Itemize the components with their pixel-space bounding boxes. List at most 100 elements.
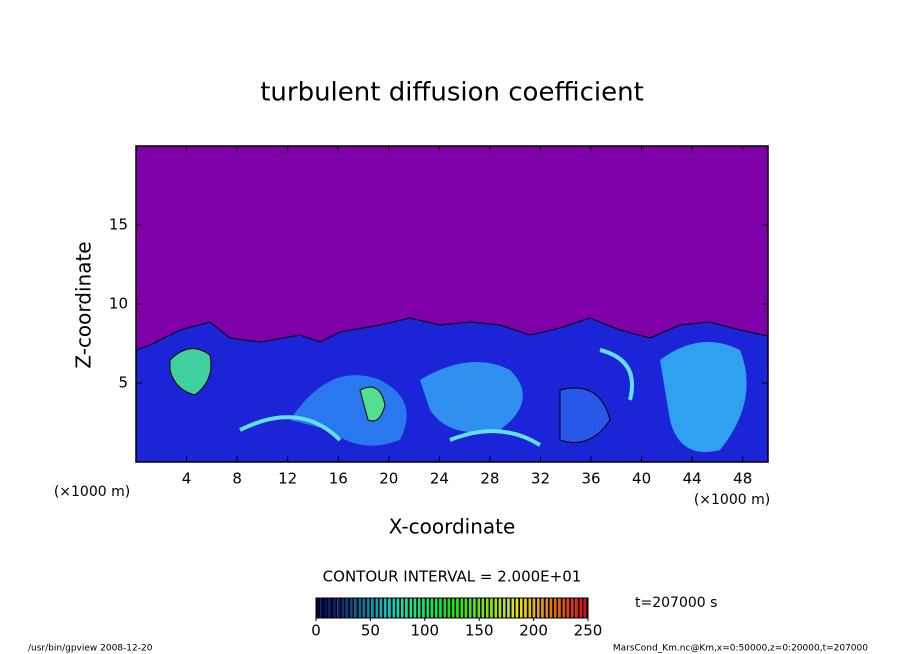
- colorbar-stripe: [418, 598, 421, 618]
- colorbar-stripe: [452, 598, 455, 618]
- x-tick-label: 4: [182, 470, 192, 488]
- colorbar-stripe: [405, 598, 408, 618]
- colorbar-stripe: [498, 598, 502, 618]
- field-streak: [239, 348, 634, 447]
- colorbar-stripe: [350, 598, 353, 618]
- colorbar-stripe: [490, 598, 493, 618]
- x-tick-label: 48: [733, 470, 752, 488]
- y-tick-label: 15: [109, 216, 128, 234]
- colorbar-stripe: [439, 598, 442, 618]
- colorbar-stripe: [539, 598, 542, 618]
- footer-left: /usr/bin/gpview 2008-12-20: [28, 644, 153, 654]
- colorbar-stripe: [384, 598, 387, 618]
- colorbar-stripe: [335, 598, 338, 618]
- colorbar-stripe: [507, 598, 510, 618]
- x-tick-label: 24: [430, 470, 449, 488]
- colorbar-stripe: [401, 598, 404, 618]
- colorbar-stripe: [375, 598, 379, 618]
- colorbar-stripe: [456, 598, 459, 618]
- y-tick-label: 5: [118, 374, 128, 392]
- colorbar-stripe: [399, 598, 401, 618]
- colorbar-tick-label: 200: [519, 622, 548, 640]
- time-label: t=207000 s: [635, 595, 717, 611]
- colorbar-stripe: [486, 598, 489, 618]
- colorbar-stripe: [579, 598, 583, 618]
- colorbar-stripe: [583, 598, 587, 618]
- colorbar-stripe: [361, 598, 363, 618]
- colorbar-stripe: [409, 598, 413, 618]
- colorbar-tick-label: 50: [361, 622, 380, 640]
- colorbar-stripe: [441, 598, 444, 618]
- colorbar-stripe: [358, 598, 362, 618]
- colorbar-stripe: [327, 598, 329, 618]
- colorbar-stripe: [552, 598, 554, 618]
- colorbar-stripe: [469, 598, 472, 618]
- colorbar-stripe: [356, 598, 359, 618]
- field-patch: [169, 348, 212, 396]
- colorbar-stripe: [396, 598, 400, 618]
- colorbar-stripe: [395, 598, 397, 618]
- colorbar-stripe: [473, 598, 476, 618]
- colorbar-stripe: [494, 598, 498, 618]
- x-tick-label: 12: [278, 470, 297, 488]
- colorbar-stripe: [524, 598, 527, 618]
- colorbar-stripe: [471, 598, 474, 618]
- chart-title: turbulent diffusion coefficient: [260, 78, 644, 108]
- colorbar-stripe: [337, 598, 340, 618]
- colorbar-stripe: [388, 598, 391, 618]
- colorbar-stripe: [420, 598, 423, 618]
- colorbar-stripe: [378, 598, 380, 618]
- colorbar-stripe: [390, 598, 393, 618]
- colorbar-tick-label: 100: [410, 622, 439, 640]
- colorbar-stripe: [322, 598, 325, 618]
- colorbar-stripe: [518, 598, 520, 618]
- colorbar-stripe: [403, 598, 406, 618]
- colorbar-stripe: [545, 598, 549, 618]
- colorbar-stripe: [480, 598, 482, 618]
- colorbar-stripe: [341, 598, 345, 618]
- x-axis-label: X-coordinate: [389, 515, 516, 539]
- colorbar-stripe: [515, 598, 519, 618]
- colorbar-stripe: [348, 598, 350, 618]
- x-tick-label: 16: [329, 470, 348, 488]
- colorbar-stripe: [458, 598, 461, 618]
- colorbar-stripe: [447, 598, 451, 618]
- colorbar: 0 50 100 150 200 250: [311, 597, 602, 640]
- colorbar-stripe: [339, 598, 342, 618]
- colorbar-stripe: [362, 598, 366, 618]
- colorbar-stripe: [413, 598, 417, 618]
- x-tick-label: 20: [379, 470, 398, 488]
- colorbar-stripe: [484, 598, 486, 618]
- colorbar-stripe: [548, 598, 550, 618]
- colorbar-stripe: [522, 598, 525, 618]
- colorbar-stripe: [481, 598, 485, 618]
- colorbar-stripe: [543, 598, 546, 618]
- colorbar-stripe: [407, 598, 410, 618]
- field-patch: [359, 386, 386, 422]
- colorbar-stripe: [443, 598, 447, 618]
- colorbar-stripe: [514, 598, 516, 618]
- colorbar-stripe: [316, 598, 319, 618]
- colorbar-frame: [315, 597, 589, 619]
- field-patch: [420, 362, 523, 433]
- colorbar-stripe: [569, 598, 571, 618]
- colorbar-stripe: [464, 598, 468, 618]
- colorbar-stripe: [426, 598, 430, 618]
- field-patch: [660, 342, 747, 452]
- colorbar-stripe: [429, 598, 431, 618]
- colorbar-stripe: [454, 598, 457, 618]
- colorbar-stripe: [562, 598, 566, 618]
- colorbar-stripe: [328, 598, 332, 618]
- colorbar-stripe: [571, 598, 574, 618]
- colorbar-stripe: [379, 598, 383, 618]
- colorbar-stripe: [331, 598, 333, 618]
- colorbar-stripe: [488, 598, 491, 618]
- colorbar-stripe: [575, 598, 578, 618]
- colorbar-stripe: [560, 598, 563, 618]
- colorbar-stripe: [566, 598, 570, 618]
- colorbar-stripe: [382, 598, 384, 618]
- colorbar-stripe: [541, 598, 544, 618]
- colorbar-stripe: [582, 598, 584, 618]
- colorbar-stripe: [528, 598, 532, 618]
